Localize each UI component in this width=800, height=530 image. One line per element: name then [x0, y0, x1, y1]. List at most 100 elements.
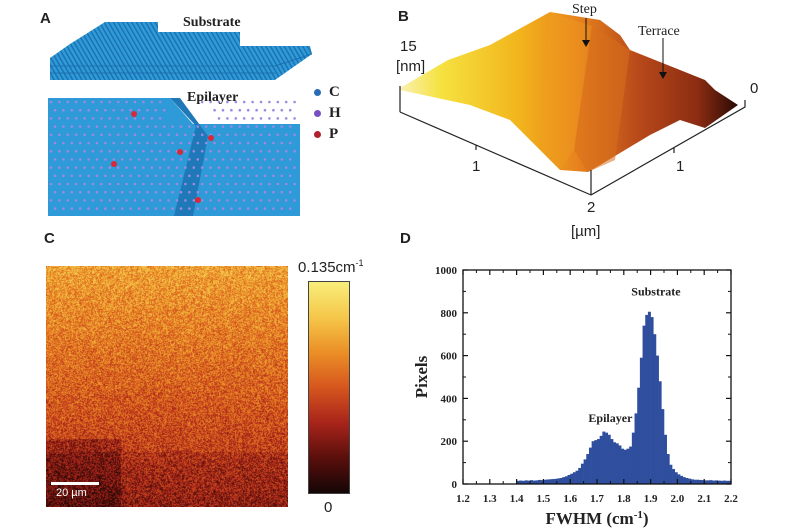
x-tick-label: 1 [472, 158, 481, 175]
histogram-bar [527, 480, 531, 484]
phosphorus-atom [131, 111, 137, 117]
lattice-atom [104, 174, 107, 178]
lattice-atom [83, 166, 86, 169]
histogram-bar [594, 440, 598, 484]
lattice-atom [100, 166, 103, 169]
lattice-atom [230, 190, 233, 194]
lattice-atom [120, 125, 124, 128]
lattice-atom [78, 108, 82, 112]
lattice-atom [213, 158, 216, 161]
z-unit-label: [nm] [396, 58, 426, 75]
lattice-atom [246, 141, 250, 145]
lattice-atom [100, 182, 103, 186]
lattice-atom [125, 182, 128, 186]
lattice-atom [226, 133, 229, 137]
lattice-atom [255, 174, 258, 178]
lattice-atom [137, 108, 141, 112]
histogram-bar [704, 480, 708, 484]
histogram-bar [714, 480, 718, 484]
lattice-atom [204, 174, 208, 178]
lattice-atom [293, 149, 296, 153]
lattice-atom [263, 158, 267, 161]
lattice-atom [171, 207, 174, 210]
lattice-atom [108, 133, 112, 137]
histogram-bar [629, 446, 633, 484]
lattice-atom [175, 199, 179, 202]
lattice-atom [49, 166, 53, 169]
lattice-atom [70, 108, 74, 112]
lattice-atom [53, 190, 57, 194]
lattice-atom [268, 133, 271, 137]
y-tick-label: 0 [452, 479, 458, 491]
histogram-bar [540, 480, 544, 484]
lattice-atom [238, 141, 242, 145]
lattice-atom [162, 125, 166, 128]
lattice-atom [146, 125, 149, 128]
lattice-atom [209, 100, 212, 104]
lattice-atom [162, 141, 166, 145]
lattice-atom [263, 174, 267, 178]
lattice-atom [192, 149, 196, 153]
lattice-atom [171, 174, 174, 178]
phosphorus-atom [177, 149, 183, 155]
lattice-atom [259, 133, 263, 137]
lattice-atom [125, 149, 128, 153]
lattice-atom [91, 166, 95, 169]
lattice-atom [255, 141, 258, 145]
lattice-atom [246, 174, 250, 178]
lattice-atom [58, 133, 61, 137]
histogram-bar [645, 314, 649, 484]
lattice-atom [150, 182, 154, 186]
lattice-atom [226, 199, 229, 202]
colorbar [308, 281, 350, 494]
y-tick-label: 800 [441, 308, 458, 320]
lattice-atom [221, 174, 225, 178]
histogram-bar [655, 355, 659, 484]
lattice-atom [133, 100, 137, 104]
lattice-atom [49, 199, 53, 202]
histogram-bar [664, 434, 667, 484]
step-label: Step [572, 2, 597, 17]
lattice-atom [263, 190, 267, 194]
histogram-bar [564, 476, 568, 484]
lattice-atom [62, 207, 65, 210]
lattice-atom [146, 141, 149, 145]
lattice-atom [154, 190, 158, 194]
lattice-atom [116, 166, 120, 169]
lattice-atom [49, 133, 53, 137]
lattice-atom [78, 125, 82, 128]
lattice-atom [204, 125, 208, 128]
lattice-atom [162, 190, 166, 194]
lattice-atom [137, 174, 141, 178]
histogram-bar [623, 449, 627, 484]
histogram-bar [693, 479, 697, 484]
lattice-atom [62, 108, 65, 112]
lattice-atom [70, 190, 74, 194]
lattice-atom [280, 174, 284, 178]
phosphorus-atom-icon [314, 131, 321, 138]
lattice-atom [268, 166, 271, 169]
x-tick-label: 1.3 [483, 493, 497, 505]
lattice-atom [268, 149, 271, 153]
lattice-atom [66, 166, 70, 169]
histogram-bar [698, 479, 702, 484]
lattice-atom [70, 174, 74, 178]
lattice-atom [192, 166, 196, 169]
lattice-atom [120, 190, 124, 194]
lattice-atom [70, 125, 74, 128]
lattice-atom [251, 149, 254, 153]
lattice-atom [83, 100, 86, 104]
lattice-atom [238, 174, 242, 178]
histogram-bar [524, 480, 528, 484]
y-axis-3d [590, 100, 746, 196]
lattice-atom [91, 182, 95, 186]
lattice-atom [158, 149, 162, 153]
lattice-atom [78, 207, 82, 210]
lattice-atom [95, 108, 99, 112]
lattice-atom [259, 100, 263, 104]
lattice-atom [188, 125, 191, 128]
lattice-atom [251, 199, 254, 202]
lattice-atom [158, 182, 162, 186]
lattice-atom [83, 182, 86, 186]
